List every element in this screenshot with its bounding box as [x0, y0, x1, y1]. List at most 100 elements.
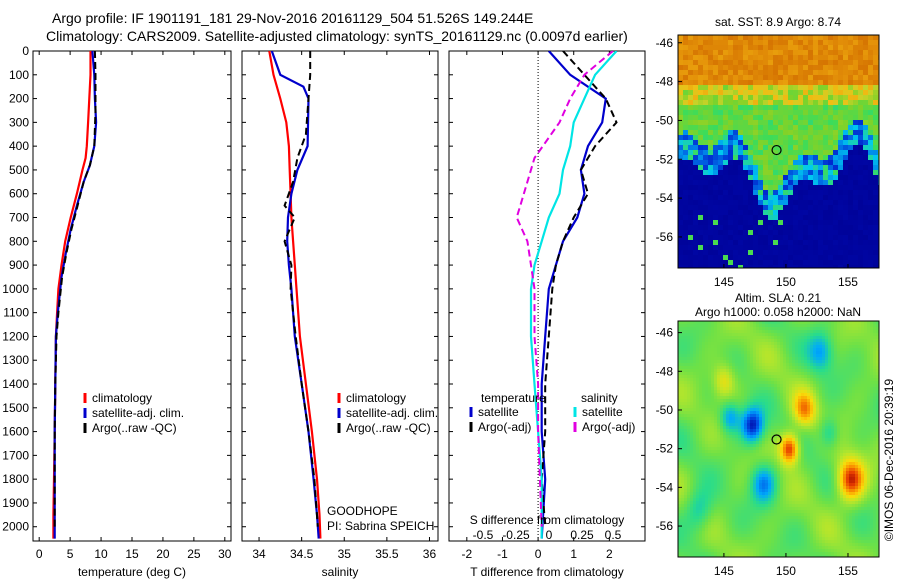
- sst_map-cell: [773, 40, 779, 46]
- sst_map-cell: [853, 130, 859, 136]
- sla_map-cell: [840, 426, 844, 430]
- sla_map-cell: [846, 387, 850, 391]
- sla_map-cell: [702, 360, 706, 364]
- sla_map-cell: [693, 360, 697, 364]
- sst_map-cell: [793, 155, 799, 161]
- sst_map-cell: [788, 125, 794, 131]
- sla_map-cell: [801, 453, 805, 457]
- sla_map-cell: [726, 453, 730, 457]
- sla_map-cell: [867, 372, 871, 376]
- sst_map-cell: [763, 45, 769, 51]
- sst_map-cell: [773, 105, 779, 111]
- sla_map-cell: [855, 384, 859, 388]
- sst_map-cell: [863, 200, 869, 206]
- sla_map-cell: [756, 441, 760, 445]
- sst_map-cell: [793, 105, 799, 111]
- sst_map-cell: [818, 35, 824, 41]
- sst_map-cell: [813, 50, 819, 56]
- sla_map-cell: [786, 414, 790, 418]
- sla_map-cell: [702, 393, 706, 397]
- sst_map-cell: [728, 120, 734, 126]
- sla_map-cell: [762, 420, 766, 424]
- sla_map-cell: [870, 321, 874, 325]
- sst_map-cell: [778, 110, 784, 116]
- sla_map-cell: [774, 321, 778, 325]
- sst_map-cell: [818, 215, 824, 221]
- sst_map-cell: [733, 100, 739, 106]
- sst_map-cell: [863, 245, 869, 251]
- sla_map-cell: [702, 456, 706, 460]
- sst_map-cell: [763, 130, 769, 136]
- sla_map-cell: [738, 339, 742, 343]
- sla_map-cell: [735, 414, 739, 418]
- sla_map-cell: [723, 378, 727, 382]
- sst_map-cell: [873, 200, 879, 206]
- sla_map-cell: [696, 345, 700, 349]
- sst_map-cell: [703, 215, 709, 221]
- sla_map-cell: [849, 414, 853, 418]
- sla_map-cell: [693, 375, 697, 379]
- sla_map-cell: [837, 387, 841, 391]
- sla_map-cell: [735, 342, 739, 346]
- sst_map-cell: [823, 190, 829, 196]
- sla_map-cell: [780, 363, 784, 367]
- sla_map-cell: [873, 426, 877, 430]
- sla_map-cell: [813, 339, 817, 343]
- sla_map-cell: [873, 432, 877, 436]
- sst_map-cell: [763, 195, 769, 201]
- sst_map-cell: [803, 125, 809, 131]
- sla_map-cell: [699, 426, 703, 430]
- sla_map-cell: [774, 339, 778, 343]
- sla_map-cell: [852, 432, 856, 436]
- sla_map-cell: [699, 432, 703, 436]
- sla_map-cell: [759, 390, 763, 394]
- sla_map-cell: [744, 414, 748, 418]
- sla_map-cell: [714, 372, 718, 376]
- sla_map-cell: [807, 384, 811, 388]
- sla_map-cell: [843, 372, 847, 376]
- sla_map-cell: [747, 441, 751, 445]
- sla_map-cell: [873, 450, 877, 454]
- sla_map-cell: [834, 447, 838, 451]
- sst_map-cell: [688, 60, 694, 66]
- sst_map-cell: [873, 245, 879, 251]
- sla_map-cell: [690, 345, 694, 349]
- sla_map-cell: [864, 405, 868, 409]
- sst_map-cell: [733, 60, 739, 66]
- sst_map-cell: [718, 120, 724, 126]
- sla_map-cell: [708, 336, 712, 340]
- sla_map-cell: [693, 387, 697, 391]
- sla_map-cell: [822, 417, 826, 421]
- sla_map-cell: [858, 453, 862, 457]
- sst_map-cell: [743, 260, 749, 266]
- sst_map-cell: [763, 165, 769, 171]
- sst_map-cell: [728, 95, 734, 101]
- sla_map-cell: [837, 393, 841, 397]
- sla_map-cell: [861, 369, 865, 373]
- sla_map-cell: [774, 357, 778, 361]
- sst_map-cell: [768, 50, 774, 56]
- sla_map-cell: [693, 342, 697, 346]
- sla_map-cell: [807, 438, 811, 442]
- sla_map-cell: [789, 432, 793, 436]
- sst_map-cell: [698, 220, 704, 226]
- sla_map-cell: [870, 342, 874, 346]
- sst_map-cell: [758, 85, 764, 91]
- sla_map-cell: [813, 333, 817, 337]
- sst_map-cell: [733, 140, 739, 146]
- sla_map-cell: [744, 399, 748, 403]
- sst_map-cell: [688, 80, 694, 86]
- sst_map-cell: [738, 50, 744, 56]
- sla_map-cell: [741, 363, 745, 367]
- sla_map-cell: [813, 396, 817, 400]
- sla_map-cell: [678, 357, 682, 361]
- sla_map-cell: [753, 378, 757, 382]
- sla_map-cell: [681, 390, 685, 394]
- sla_map-cell: [855, 336, 859, 340]
- sst_map-cell: [838, 140, 844, 146]
- sla_map-cell: [846, 336, 850, 340]
- sla_map-cell: [723, 360, 727, 364]
- sla_map-cell: [732, 381, 736, 385]
- sla_map-cell: [801, 357, 805, 361]
- sst_map-cell: [848, 70, 854, 76]
